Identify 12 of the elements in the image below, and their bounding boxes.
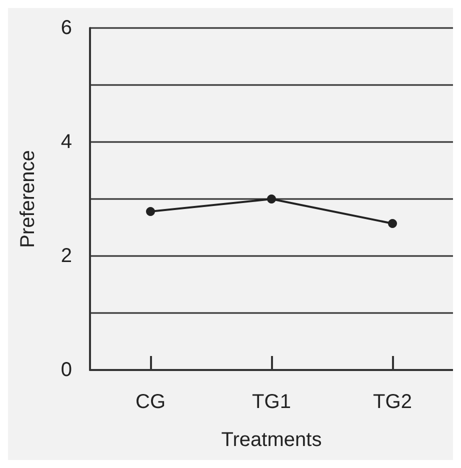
x-axis-title: Treatments [221,429,322,451]
point [267,194,276,204]
y-tick-label: 6 [60,17,72,39]
point [146,207,155,216]
x-tick-label: TG1 [252,391,291,413]
x-tick-label: CG [136,391,166,413]
point [388,219,397,228]
y-tick-label: 2 [60,245,72,267]
x-tick-label: TG2 [373,391,412,413]
y-axis-title: Preference [17,150,39,248]
y-tick-label: 0 [60,359,72,381]
y-tick-label: 4 [60,131,72,153]
